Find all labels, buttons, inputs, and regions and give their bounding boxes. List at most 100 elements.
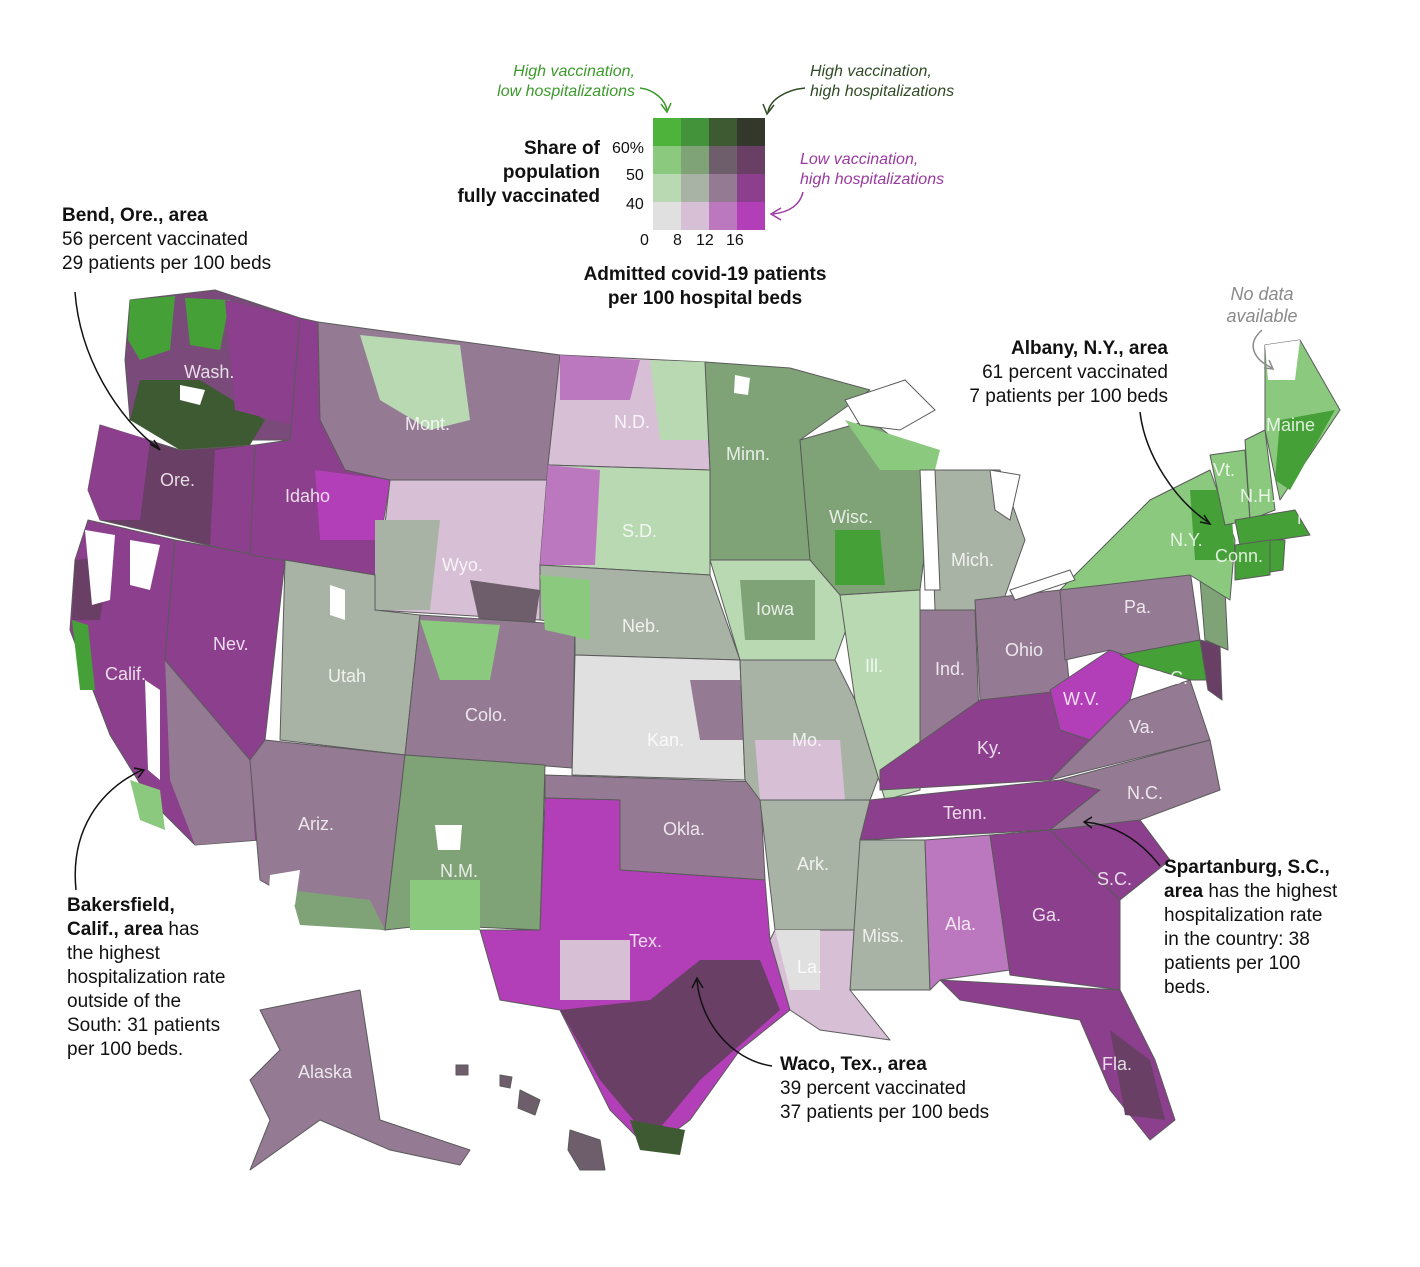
label-utah: Utah bbox=[328, 666, 366, 686]
region-idaho-se bbox=[315, 470, 390, 540]
label-wisc: Wisc. bbox=[829, 507, 873, 527]
legend-y-title-line-2: population bbox=[502, 162, 600, 183]
region-tex-tip-green bbox=[630, 1120, 685, 1155]
legend-y-tick-50: 50 bbox=[626, 167, 644, 184]
legend-cell-r0-c2 bbox=[709, 118, 737, 146]
label-ariz: Ariz. bbox=[298, 814, 334, 834]
leader-lines bbox=[74, 291, 1275, 1067]
state-georgia bbox=[989, 829, 1121, 991]
legend-x-title: Admitted covid-19 patients per 100 hospi… bbox=[540, 263, 870, 311]
annotation-bakersfield-line-3: outside of the bbox=[67, 991, 182, 1012]
corner-br-line-1: Low vaccination, bbox=[800, 151, 919, 168]
annotation-bakersfield: Bakersfield, Calif., area has the highes… bbox=[67, 894, 225, 1062]
label-nev: Nev. bbox=[213, 634, 249, 654]
annotation-bend: Bend, Ore., area 56 percent vaccinated 2… bbox=[62, 204, 271, 276]
state-maryland bbox=[1119, 639, 1216, 681]
arrow-low-vax-high-hosp bbox=[772, 191, 804, 215]
no-data-patch-minn bbox=[734, 375, 750, 395]
annotation-spartanburg-title-1: Spartanburg, S.C., bbox=[1164, 857, 1330, 878]
state-rhode-island bbox=[1269, 539, 1286, 573]
label-wv: W.V. bbox=[1063, 689, 1099, 709]
legend-cell-r1-c2 bbox=[709, 146, 737, 174]
annotation-spartanburg-after-title: has the highest bbox=[1203, 881, 1338, 902]
label-colo: Colo. bbox=[465, 705, 507, 725]
state-massachusetts bbox=[1234, 509, 1311, 546]
annotation-bend-line-2: 29 patients per 100 beds bbox=[62, 253, 272, 274]
label-tex: Tex. bbox=[629, 931, 662, 951]
label-hawaii: Hawaii bbox=[549, 1178, 603, 1198]
state-alabama bbox=[924, 834, 1011, 991]
region-wyo-dark bbox=[470, 580, 540, 625]
label-nh: N.H. bbox=[1240, 486, 1276, 506]
region-nd-west bbox=[560, 355, 640, 400]
annotation-bakersfield-title-1: Bakersfield, bbox=[67, 895, 175, 916]
corner-tl-line-1: High vaccination, bbox=[513, 63, 635, 80]
legend-corner-high-vax-low-hosp: High vaccination, low hospitalizations bbox=[497, 62, 635, 102]
legend-y-title-line-3: fully vaccinated bbox=[457, 186, 600, 207]
arrow-high-vax-high-hosp-head bbox=[762, 103, 775, 116]
label-maine: Maine bbox=[1266, 415, 1315, 435]
legend-cell-r0-c1 bbox=[681, 118, 709, 146]
annotation-waco-line-1: 39 percent vaccinated bbox=[780, 1078, 966, 1099]
annotation-bakersfield-title-row: Calif., area has bbox=[67, 918, 225, 942]
region-east-wash bbox=[225, 300, 300, 425]
no-data-line-1: No data bbox=[1230, 284, 1294, 304]
region-tex-south-dark bbox=[560, 960, 780, 1140]
lake-superior bbox=[844, 379, 936, 431]
legend-corner-high-vax-high-hosp: High vaccination, high hospitalizations bbox=[810, 62, 954, 102]
corner-tl-line-2: low hospitalizations bbox=[497, 83, 635, 100]
region-cal-south-green bbox=[130, 780, 165, 830]
legend-corner-low-vax-high-hosp: Low vaccination, high hospitalizations bbox=[800, 150, 944, 190]
annotation-spartanburg-line-2: in the country: 38 bbox=[1164, 929, 1310, 950]
region-ore-east bbox=[210, 445, 255, 555]
annotation-waco-title: Waco, Tex., area bbox=[780, 1054, 927, 1075]
label-alaska: Alaska bbox=[298, 1062, 353, 1082]
annotation-spartanburg-line-1: hospitalization rate bbox=[1164, 905, 1323, 926]
leader-bend bbox=[74, 291, 159, 449]
no-data-label: No data available bbox=[1212, 283, 1312, 327]
no-data-patch-nm bbox=[435, 825, 462, 850]
legend-cell-r1-c3 bbox=[737, 146, 765, 174]
no-data-line-2: available bbox=[1226, 306, 1298, 326]
label-ny: N.Y. bbox=[1170, 530, 1203, 550]
label-ark: Ark. bbox=[797, 854, 829, 874]
corner-tr-line-2: high hospitalizations bbox=[810, 83, 955, 100]
no-data-patch-cal-1 bbox=[85, 530, 115, 605]
region-wisc-green bbox=[835, 530, 885, 585]
label-wyo: Wyo. bbox=[442, 555, 483, 575]
annotation-spartanburg: Spartanburg, S.C., area has the highest … bbox=[1164, 856, 1337, 1000]
label-ky: Ky. bbox=[977, 738, 1002, 758]
label-ore: Ore. bbox=[160, 470, 195, 490]
region-nd-east bbox=[650, 360, 710, 440]
state-hawaii-oahu bbox=[499, 1074, 513, 1089]
state-florida bbox=[939, 979, 1176, 1141]
region-ariz-green bbox=[290, 890, 385, 930]
annotation-waco: Waco, Tex., area 39 percent vaccinated 3… bbox=[780, 1053, 989, 1125]
label-okla: Okla. bbox=[663, 819, 705, 839]
lake-erie bbox=[1009, 569, 1076, 601]
corner-tr-line-1: High vaccination, bbox=[810, 63, 932, 80]
legend-cell-r0-c0 bbox=[653, 118, 681, 146]
label-mich: Mich. bbox=[951, 550, 994, 570]
region-cal-south bbox=[165, 660, 255, 845]
label-wash: Wash. bbox=[184, 362, 234, 382]
label-mo: Mo. bbox=[792, 730, 822, 750]
label-ga: Ga. bbox=[1032, 905, 1061, 925]
label-kan: Kan. bbox=[647, 730, 684, 750]
label-calif: Calif. bbox=[105, 664, 146, 684]
annotation-spartanburg-line-3: patients per 100 bbox=[1164, 953, 1301, 974]
states-layer bbox=[69, 289, 1341, 1171]
label-miss: Miss. bbox=[862, 926, 904, 946]
label-nc: N.C. bbox=[1127, 783, 1163, 803]
label-dc: D.C. bbox=[1152, 668, 1188, 688]
label-neb: Neb. bbox=[622, 616, 660, 636]
region-tex-central-light bbox=[560, 940, 630, 1000]
legend-cell-r1-c1 bbox=[681, 146, 709, 174]
legend-cell-r2-c3 bbox=[737, 174, 765, 202]
great-lakes bbox=[844, 379, 1076, 601]
annotation-bakersfield-line-4: South: 31 patients bbox=[67, 1015, 221, 1036]
legend-x-tick-16: 16 bbox=[726, 232, 744, 249]
state-mississippi bbox=[849, 839, 931, 991]
label-ri: R.I. bbox=[1285, 563, 1313, 583]
region-maine-north-nodata bbox=[1265, 340, 1300, 380]
